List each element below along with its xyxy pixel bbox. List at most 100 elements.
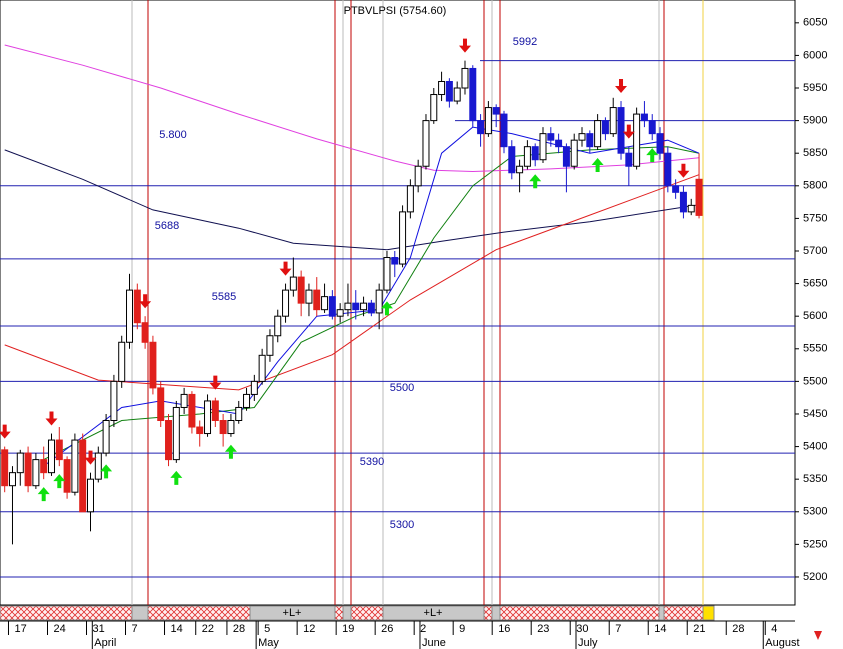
candle-body [438,80,446,96]
x-tick-label: 9 [459,623,465,635]
candle-body [71,439,79,493]
y-tick-label: 6050 [803,17,827,29]
x-tick-label: 23 [537,623,549,635]
buy-arrow [529,174,542,189]
candle-body [609,107,617,135]
candle-body [484,107,492,135]
candle-body [219,420,227,435]
month-label: April [94,637,116,649]
candle-body [141,322,149,343]
candle-body [336,309,344,317]
y-tick-label: 5800 [803,180,827,192]
candle-body [63,459,71,493]
y-tick-label: 5550 [803,343,827,355]
candle-body [679,191,687,213]
candle-body [8,472,16,487]
x-tick-label: 7 [132,623,138,635]
x-tick-label: 5 [264,623,270,635]
candle-body [133,289,141,324]
candle-body [118,341,126,382]
candle-body [617,107,625,154]
candle-body [16,452,24,474]
chart-title: PTBVLPSI (5754.60) [344,5,447,17]
level-label: 5.800 [159,129,187,141]
candle-body [352,302,360,311]
candle-body [282,289,290,317]
y-tick-label: 5850 [803,147,827,159]
candle-body [492,107,500,115]
candle-body [235,406,243,422]
y-tick-label: 5950 [803,82,827,94]
sell-arrow [209,375,222,390]
candle-body [625,152,633,167]
month-label: August [765,637,799,649]
candle-body [274,315,282,337]
candle-body [149,341,157,389]
buy-arrow [380,301,393,316]
month-label: May [258,637,279,649]
candle-body [157,387,165,422]
buy-arrow [53,474,66,489]
candle-body [586,133,594,148]
candle-body [102,420,110,454]
y-tick-label: 5900 [803,115,827,127]
candle-body [477,120,485,135]
candle-body [204,400,212,435]
candle-body [297,276,305,304]
candle-body [555,139,563,148]
candle-body [1,449,9,487]
sell-arrow [45,411,58,426]
sell-arrow [677,163,690,178]
candle-body [648,120,656,135]
candle-body [180,393,188,408]
sell-arrow [622,124,635,139]
x-tick-label: 7 [615,623,621,635]
candle-body [94,452,102,480]
candle-body [383,257,391,291]
candle-body [87,478,95,513]
scroll-arrow[interactable] [814,631,822,640]
signal-band: +L+ +L+ [0,605,715,621]
x-tick-label: 17 [14,623,26,635]
y-tick-label: 5500 [803,375,827,387]
candle-body [227,420,235,435]
candle-body [47,439,55,474]
y-tick-label: 5600 [803,310,827,322]
sell-arrow [0,424,11,439]
level-label: 5992 [513,36,537,48]
candle-body [430,94,438,122]
candle-body [196,426,204,435]
candle-body [656,133,664,154]
x-tick-label: 28 [233,623,245,635]
candle-body [243,393,251,408]
candle-body [79,439,87,513]
x-tick-label: 19 [342,623,354,635]
level-label: 5390 [360,456,384,468]
candle-body [633,113,641,167]
level-label: 5300 [390,519,414,531]
candle-body [672,185,680,193]
y-tick-label: 5350 [803,473,827,485]
candle-body [391,257,399,265]
y-tick-label: 5200 [803,571,827,583]
candle-body [399,211,407,265]
month-label: June [422,637,446,649]
candle-body [414,165,422,187]
candle-body [461,67,469,89]
candle-body [539,133,547,161]
x-tick-label: 24 [53,623,65,635]
y-tick-label: 5650 [803,278,827,290]
buy-arrow [170,470,183,485]
candle-body [211,400,219,422]
x-tick-label: 2 [420,623,426,635]
x-tick-label: 28 [732,623,744,635]
candle-body [508,146,516,174]
y-tick-label: 5250 [803,538,827,550]
x-tick-label: 30 [576,623,588,635]
candle-body [313,289,321,311]
candle-body [562,146,570,167]
x-tick-label: 4 [771,623,777,635]
candle-body [32,459,40,487]
candle-body [453,87,461,102]
